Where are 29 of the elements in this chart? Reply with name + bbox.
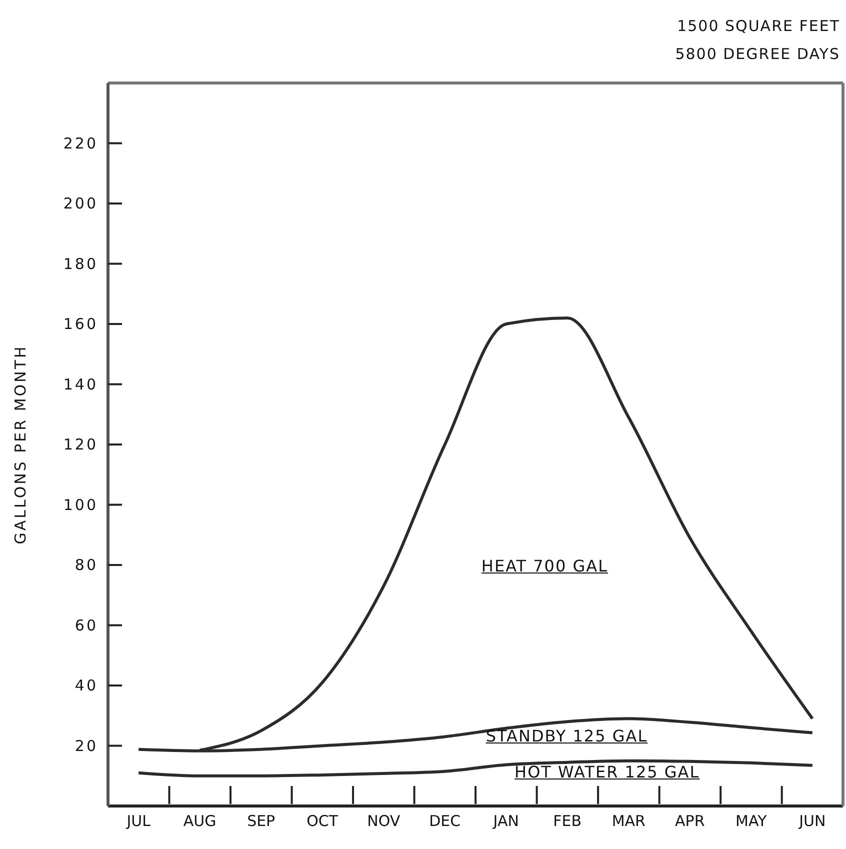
y-tick-label: 180 (63, 254, 98, 273)
chart-title: 1500 SQUARE FEET (676, 16, 840, 37)
x-tick-label: JUL (126, 812, 152, 830)
annotation: STANDBY 125 GAL (486, 726, 648, 746)
y-tick-label: 200 (63, 194, 98, 212)
y-tick-label: 160 (63, 315, 98, 333)
x-tick-label: NOV (367, 812, 401, 830)
x-tick-label: DEC (429, 812, 461, 830)
y-tick-label: 120 (63, 436, 98, 454)
y-tick-label: 40 (74, 676, 98, 694)
x-tick-label: MAY (736, 812, 768, 830)
x-tick-label: OCT (306, 812, 339, 830)
annotation: HOT WATER 125 GAL (514, 762, 700, 782)
y-tick-label: 20 (74, 736, 98, 755)
x-tick-label: APR (675, 812, 705, 830)
y-axis-title: GALLONS PER MONTH (11, 344, 30, 544)
x-tick-label: JAN (492, 812, 519, 830)
y-tick-label: 60 (74, 616, 98, 634)
y-tick-label: 100 (63, 496, 98, 514)
y-tick-label: 220 (63, 134, 98, 152)
y-tick-label: 80 (74, 556, 98, 574)
chart-subtitle: 5800 DEGREE DAYS (675, 44, 840, 65)
annotation: HEAT 700 GAL (481, 556, 608, 576)
x-tick-label: SEP (247, 812, 276, 830)
x-tick-label: FEB (553, 812, 582, 830)
x-tick-label: JUN (798, 812, 826, 830)
y-tick-label: 140 (63, 375, 98, 394)
x-tick-label: AUG (183, 812, 216, 830)
x-tick-label: MAR (612, 812, 646, 830)
